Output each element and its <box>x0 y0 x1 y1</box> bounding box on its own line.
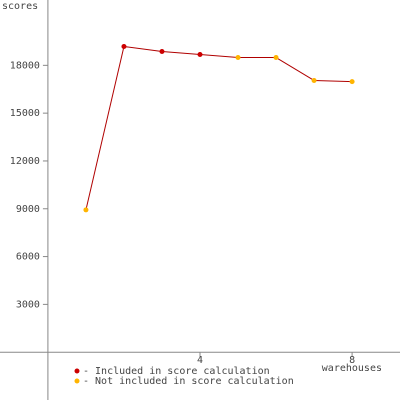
point <box>273 55 279 61</box>
y-tick-label: 6000 <box>16 252 40 263</box>
point <box>197 52 203 58</box>
y-tick-label: 9000 <box>16 204 40 215</box>
legend-label: - Included in score calculation <box>83 366 270 377</box>
line-segment <box>314 79 353 83</box>
y-axis-label: scores <box>2 1 38 12</box>
point <box>83 207 89 213</box>
point <box>235 55 241 61</box>
legend-label: - Not included in score calculation <box>83 376 294 387</box>
legend-marker <box>74 368 80 374</box>
y-tick-label: 18000 <box>10 60 40 71</box>
legend-marker <box>74 378 80 384</box>
line-segment <box>199 54 239 59</box>
line-segment <box>161 50 201 56</box>
line-segment <box>123 46 163 52</box>
x-tick-label: 4 <box>197 355 203 366</box>
y-tick-label: 15000 <box>10 108 40 119</box>
line-segment <box>275 57 315 81</box>
y-tick-label: 12000 <box>10 156 40 167</box>
point <box>121 44 127 50</box>
point <box>159 48 165 54</box>
point <box>311 77 317 83</box>
y-tick-label: 3000 <box>16 299 40 310</box>
point <box>349 79 355 85</box>
x-tick-label: 8 <box>349 355 355 366</box>
x-axis-label: warehouses <box>322 363 382 374</box>
line-segment <box>85 46 125 210</box>
